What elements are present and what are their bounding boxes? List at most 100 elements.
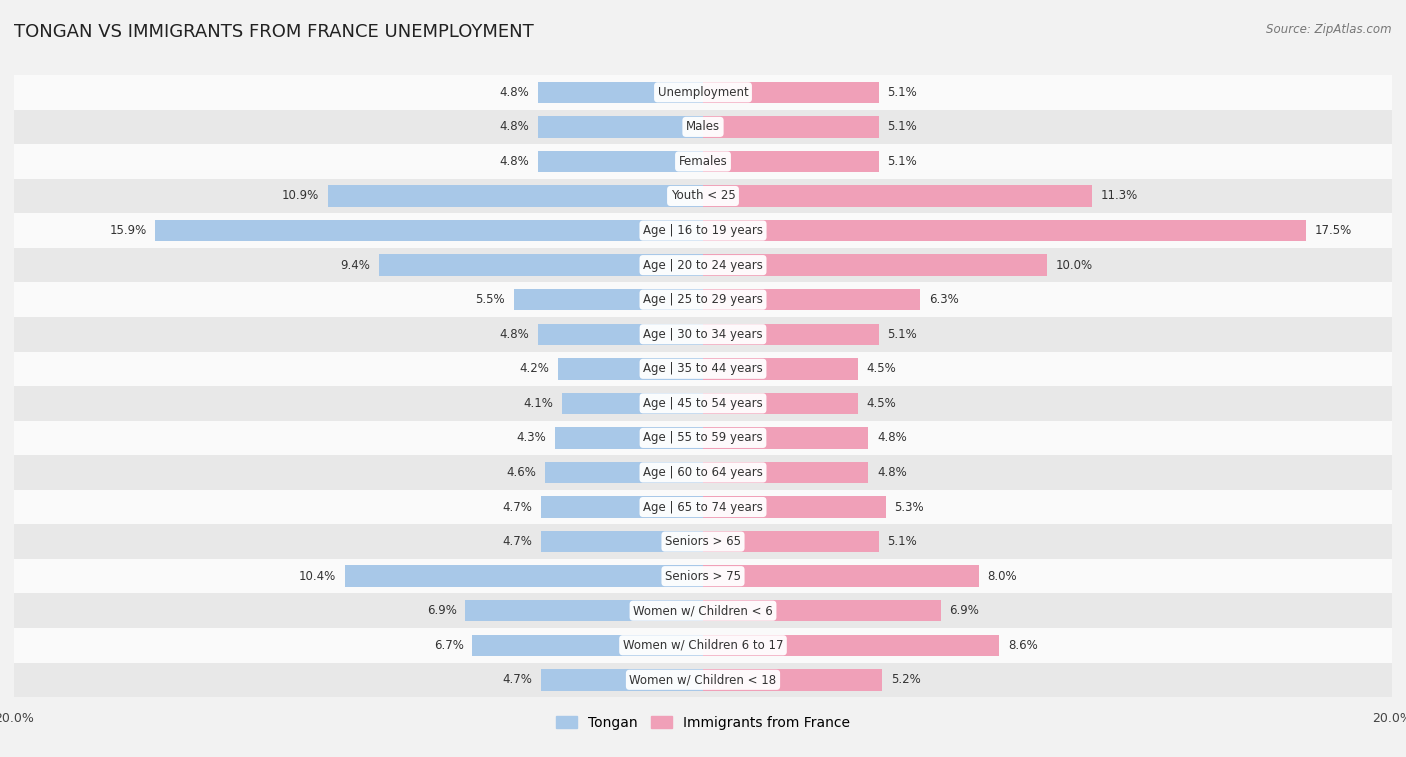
Text: Age | 60 to 64 years: Age | 60 to 64 years [643,466,763,479]
Bar [703,254,1047,276]
Bar [703,462,869,483]
Bar [14,525,1392,559]
Text: 4.7%: 4.7% [502,673,533,687]
Text: Age | 16 to 19 years: Age | 16 to 19 years [643,224,763,237]
Bar [472,634,703,656]
Bar [703,600,941,621]
Bar [537,323,703,345]
Bar [541,531,703,553]
Text: Females: Females [679,155,727,168]
Text: 10.4%: 10.4% [299,570,336,583]
Bar [703,393,858,414]
Legend: Tongan, Immigrants from France: Tongan, Immigrants from France [550,710,856,735]
Text: Age | 25 to 29 years: Age | 25 to 29 years [643,293,763,306]
Text: 4.8%: 4.8% [499,155,529,168]
Bar [537,116,703,138]
Bar [14,282,1392,317]
Bar [703,116,879,138]
Text: 4.7%: 4.7% [502,535,533,548]
Text: Age | 30 to 34 years: Age | 30 to 34 years [643,328,763,341]
Text: Youth < 25: Youth < 25 [671,189,735,202]
Text: Age | 35 to 44 years: Age | 35 to 44 years [643,363,763,375]
Text: 4.8%: 4.8% [877,466,907,479]
Bar [537,151,703,172]
Text: 9.4%: 9.4% [340,259,371,272]
Bar [14,662,1392,697]
Text: 10.9%: 10.9% [281,189,319,202]
Text: 5.1%: 5.1% [887,535,917,548]
Text: TONGAN VS IMMIGRANTS FROM FRANCE UNEMPLOYMENT: TONGAN VS IMMIGRANTS FROM FRANCE UNEMPLO… [14,23,534,41]
Text: 4.8%: 4.8% [499,120,529,133]
Bar [703,634,1000,656]
Bar [155,220,703,241]
Bar [14,75,1392,110]
Text: 8.0%: 8.0% [987,570,1017,583]
Text: 11.3%: 11.3% [1101,189,1137,202]
Text: Age | 65 to 74 years: Age | 65 to 74 years [643,500,763,513]
Text: Women w/ Children < 6: Women w/ Children < 6 [633,604,773,617]
Bar [14,593,1392,628]
Bar [703,151,879,172]
Text: 6.9%: 6.9% [949,604,979,617]
Text: 5.1%: 5.1% [887,155,917,168]
Bar [544,462,703,483]
Bar [541,669,703,690]
Text: 4.3%: 4.3% [516,431,547,444]
Bar [703,323,879,345]
Bar [537,82,703,103]
Text: Age | 55 to 59 years: Age | 55 to 59 years [643,431,763,444]
Bar [380,254,703,276]
Text: Males: Males [686,120,720,133]
Bar [14,351,1392,386]
Bar [14,110,1392,144]
Text: Seniors > 65: Seniors > 65 [665,535,741,548]
Bar [344,565,703,587]
Bar [14,559,1392,593]
Text: 17.5%: 17.5% [1315,224,1351,237]
Bar [14,628,1392,662]
Bar [555,427,703,449]
Text: Seniors > 75: Seniors > 75 [665,570,741,583]
Text: 5.3%: 5.3% [894,500,924,513]
Bar [703,220,1306,241]
Bar [14,490,1392,525]
Bar [14,213,1392,248]
Bar [541,497,703,518]
Bar [703,427,869,449]
Bar [14,144,1392,179]
Text: Unemployment: Unemployment [658,86,748,99]
Text: 4.6%: 4.6% [506,466,536,479]
Text: 4.1%: 4.1% [523,397,553,410]
Text: 5.5%: 5.5% [475,293,505,306]
Text: 6.7%: 6.7% [433,639,464,652]
Text: 5.1%: 5.1% [887,120,917,133]
Bar [703,289,920,310]
Text: 4.8%: 4.8% [499,86,529,99]
Text: Age | 20 to 24 years: Age | 20 to 24 years [643,259,763,272]
Text: Age | 45 to 54 years: Age | 45 to 54 years [643,397,763,410]
Text: 5.1%: 5.1% [887,328,917,341]
Bar [703,82,879,103]
Text: Source: ZipAtlas.com: Source: ZipAtlas.com [1267,23,1392,36]
Bar [14,421,1392,455]
Bar [513,289,703,310]
Text: Women w/ Children 6 to 17: Women w/ Children 6 to 17 [623,639,783,652]
Text: 8.6%: 8.6% [1008,639,1038,652]
Bar [703,531,879,553]
Text: 4.2%: 4.2% [520,363,550,375]
Bar [562,393,703,414]
Bar [703,358,858,379]
Bar [14,179,1392,213]
Text: 6.3%: 6.3% [928,293,959,306]
Bar [14,248,1392,282]
Text: 4.7%: 4.7% [502,500,533,513]
Bar [465,600,703,621]
Bar [703,565,979,587]
Text: 5.2%: 5.2% [891,673,921,687]
Text: 4.8%: 4.8% [499,328,529,341]
Bar [328,185,703,207]
Text: 15.9%: 15.9% [110,224,146,237]
Bar [558,358,703,379]
Text: 10.0%: 10.0% [1056,259,1094,272]
Text: 4.8%: 4.8% [877,431,907,444]
